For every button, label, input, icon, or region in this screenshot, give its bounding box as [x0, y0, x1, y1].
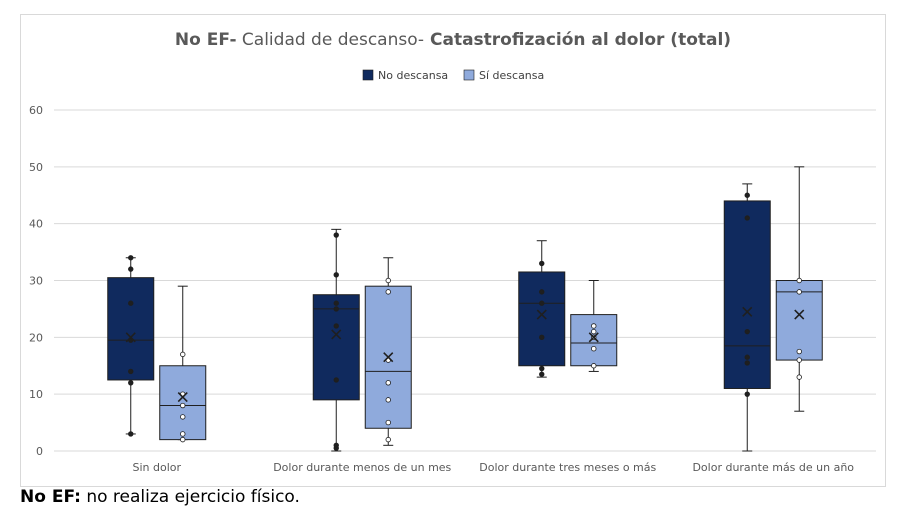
box: [159, 365, 207, 441]
data-point: [333, 323, 339, 329]
mean-marker: [742, 306, 753, 317]
data-point: [539, 289, 545, 295]
mean-marker: [177, 391, 188, 403]
data-point: [385, 289, 391, 295]
data-point: [128, 380, 134, 386]
data-point: [539, 300, 545, 306]
y-tick-label: 50: [29, 161, 43, 174]
y-tick-label: 10: [29, 388, 43, 401]
data-point: [180, 351, 186, 358]
x-tick-label: Dolor durante menos de un mes: [273, 461, 451, 474]
mean-marker: [794, 309, 805, 320]
y-tick-label: 20: [29, 331, 43, 344]
legend-swatch: [463, 69, 475, 81]
data-point: [333, 442, 339, 449]
data-point: [333, 300, 339, 306]
mean-marker: [331, 329, 342, 340]
y-tick-label: 40: [29, 218, 43, 231]
data-point: [796, 357, 802, 363]
data-point: [796, 348, 802, 355]
mean-marker: [536, 309, 547, 320]
chart-title-part: Catastrofización al dolor (total): [424, 30, 731, 50]
y-tick-label: 30: [29, 275, 43, 288]
data-point: [128, 255, 134, 261]
data-point: [591, 363, 597, 369]
data-point: [180, 414, 186, 420]
data-point: [385, 277, 391, 284]
data-point: [333, 232, 339, 238]
data-point: [744, 215, 750, 221]
data-point: [539, 371, 545, 377]
x-tick-label: Dolor durante más de un año: [692, 461, 854, 474]
data-point: [796, 289, 802, 295]
data-point: [539, 365, 545, 372]
mean-marker: [125, 332, 136, 343]
data-point: [591, 323, 597, 329]
x-tick-label: Sin dolor: [132, 461, 181, 474]
data-point: [796, 277, 802, 284]
data-point: [591, 328, 597, 335]
box: [570, 314, 618, 367]
footnote-bold: No EF:: [20, 487, 81, 507]
data-point: [744, 360, 750, 366]
data-point: [128, 266, 134, 272]
data-point: [128, 300, 134, 306]
data-point: [128, 431, 134, 437]
chart-svg: No EF- Calidad de descanso- Catastrofiza…: [29, 30, 876, 474]
data-point: [385, 380, 391, 386]
legend-label: No descansa: [378, 69, 448, 82]
data-point: [591, 346, 597, 352]
chart-frame: No EF- Calidad de descanso- Catastrofiza…: [20, 14, 886, 487]
chart-title-part: Calidad de descanso-: [237, 30, 425, 50]
box: [518, 271, 566, 367]
data-point: [744, 354, 750, 360]
data-point: [333, 306, 339, 312]
data-point: [385, 436, 391, 443]
y-tick-label: 60: [29, 104, 43, 117]
footnote: No EF: no realiza ejercicio físico.: [20, 487, 300, 507]
mean-marker: [383, 352, 394, 363]
data-point: [333, 377, 339, 383]
data-point: [385, 419, 391, 426]
legend-label: Sí descansa: [479, 69, 544, 82]
data-point: [744, 328, 750, 335]
data-point: [128, 368, 134, 375]
x-tick-label: Dolor durante tres meses o más: [479, 461, 656, 474]
box: [107, 277, 155, 381]
data-point: [180, 436, 186, 443]
data-point: [796, 374, 802, 380]
data-point: [539, 260, 545, 267]
data-point: [744, 391, 750, 397]
chart-title: No EF- Calidad de descanso- Catastrofiza…: [175, 30, 731, 50]
data-point: [333, 272, 339, 278]
legend-swatch: [362, 69, 374, 81]
y-tick-label: 0: [36, 445, 43, 458]
chart-title-part: No EF-: [175, 30, 237, 50]
mean-marker: [588, 332, 599, 343]
data-point: [539, 334, 545, 341]
footnote-text: no realiza ejercicio físico.: [80, 487, 300, 507]
data-point: [744, 192, 750, 198]
data-point: [385, 397, 391, 403]
data-point: [180, 431, 186, 437]
data-point: [180, 402, 186, 409]
